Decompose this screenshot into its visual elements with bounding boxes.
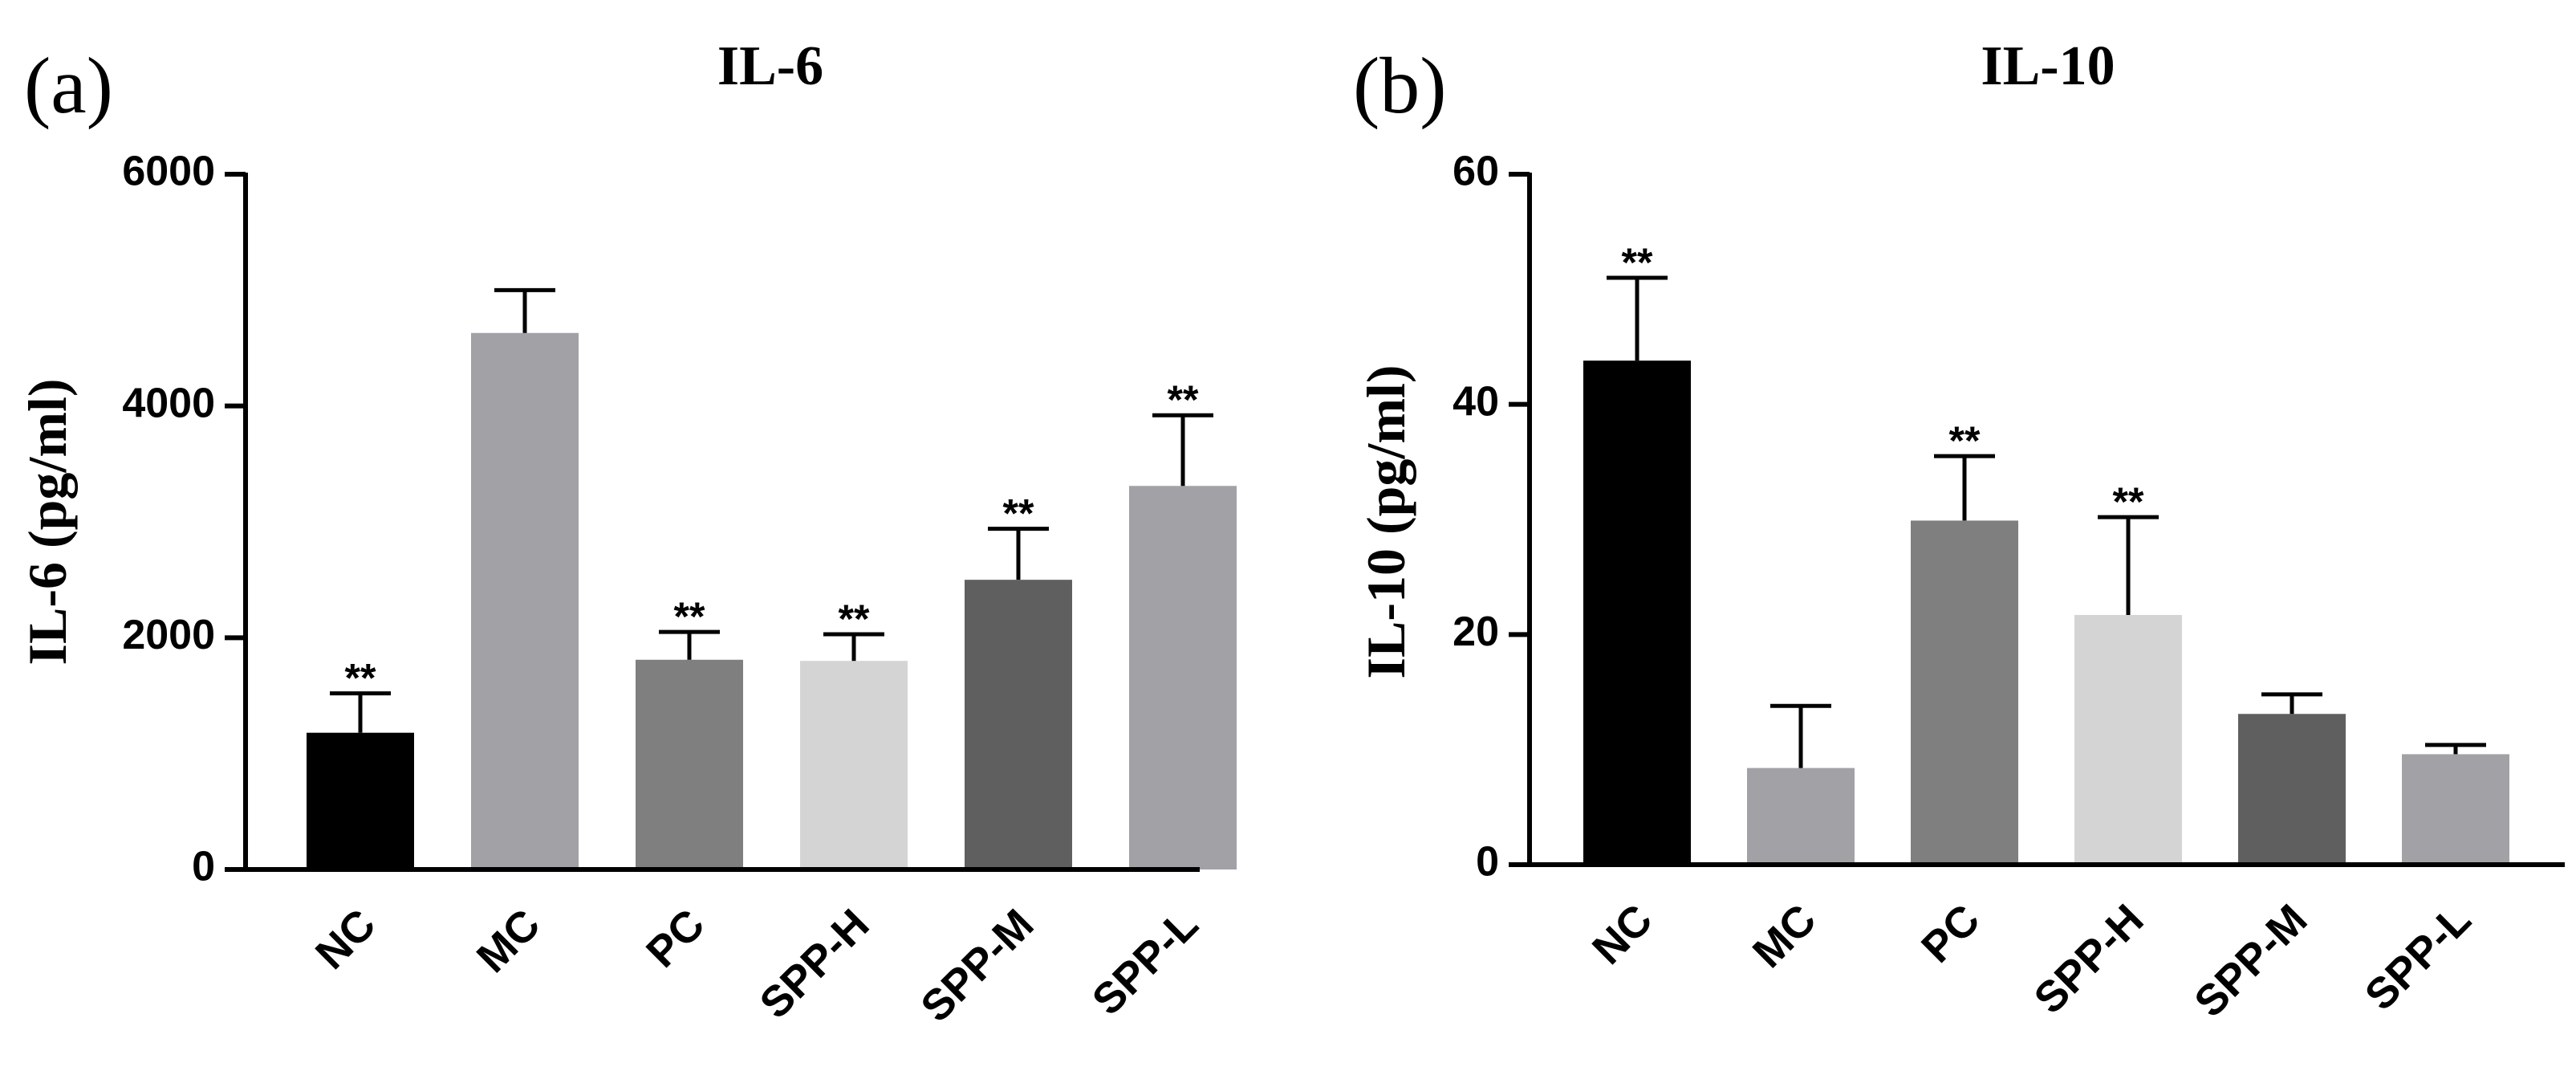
bar-nc: [1583, 360, 1691, 865]
x-tick-label: SPP-H: [750, 900, 878, 1028]
y-axis-label: IL-6 (pg/ml): [17, 379, 78, 666]
bar-spp-h: [800, 661, 908, 869]
y-tick-label: 60: [1453, 149, 1499, 195]
significance-marker: **: [1003, 491, 1034, 536]
x-tick-label: SPP-H: [2025, 895, 2152, 1023]
significance-marker: **: [345, 656, 376, 701]
x-tick-label: NC: [1583, 895, 1662, 974]
panel-letter: (a): [24, 41, 113, 130]
bar-pc: [1911, 520, 2018, 865]
bar-mc: [471, 332, 579, 869]
significance-marker: **: [1168, 377, 1199, 422]
significance-marker: **: [674, 594, 705, 639]
y-tick-label: 20: [1453, 609, 1499, 655]
bar-pc: [636, 659, 743, 869]
x-tick-label: NC: [307, 900, 385, 979]
chart-panel-a: (a) IL-6 IL-6 (pg/ml) ** NC MC ** PC ** SPP-H ** SP…: [17, 35, 1237, 1032]
y-axis-label: IL-10 (pg/ml): [1355, 365, 1416, 679]
significance-marker: **: [1949, 418, 1981, 463]
bar-nc: [307, 732, 414, 869]
bar-spp-h: [2074, 614, 2182, 865]
chart-panel-b: (b) IL-10 IL-10 (pg/ml) ** NC MC ** PC ** SPP-H SP…: [1353, 35, 2565, 1027]
y-tick-label: 0: [1476, 839, 1499, 886]
bar-spp-m: [965, 580, 1072, 869]
x-tick-label: SPP-M: [2185, 895, 2316, 1026]
x-tick-label: MC: [1744, 895, 1826, 977]
y-tick-label: 40: [1453, 378, 1499, 425]
significance-marker: **: [839, 597, 870, 641]
x-tick-label: PC: [637, 900, 713, 976]
y-tick-label: 0: [192, 844, 215, 890]
x-tick-label: PC: [1912, 895, 1989, 971]
x-tick-label: SPP-M: [912, 900, 1042, 1031]
significance-marker: **: [2113, 479, 2144, 524]
panel-letter: (b): [1353, 41, 1447, 130]
y-tick-label: 6000: [122, 149, 215, 195]
y-tick-label: 4000: [122, 380, 215, 426]
x-tick-label: SPP-L: [2356, 895, 2481, 1020]
significance-marker: **: [1622, 240, 1653, 285]
chart-title: IL-10: [1981, 35, 2115, 97]
bar-spp-l: [2402, 754, 2509, 865]
x-tick-label: SPP-L: [1083, 900, 1208, 1024]
bar-spp-m: [2238, 714, 2346, 865]
y-tick-label: 2000: [122, 612, 215, 658]
bar-spp-l: [1129, 486, 1237, 869]
bar-mc: [1747, 768, 1855, 865]
chart-title: IL-6: [717, 35, 823, 97]
x-tick-label: MC: [468, 900, 550, 982]
